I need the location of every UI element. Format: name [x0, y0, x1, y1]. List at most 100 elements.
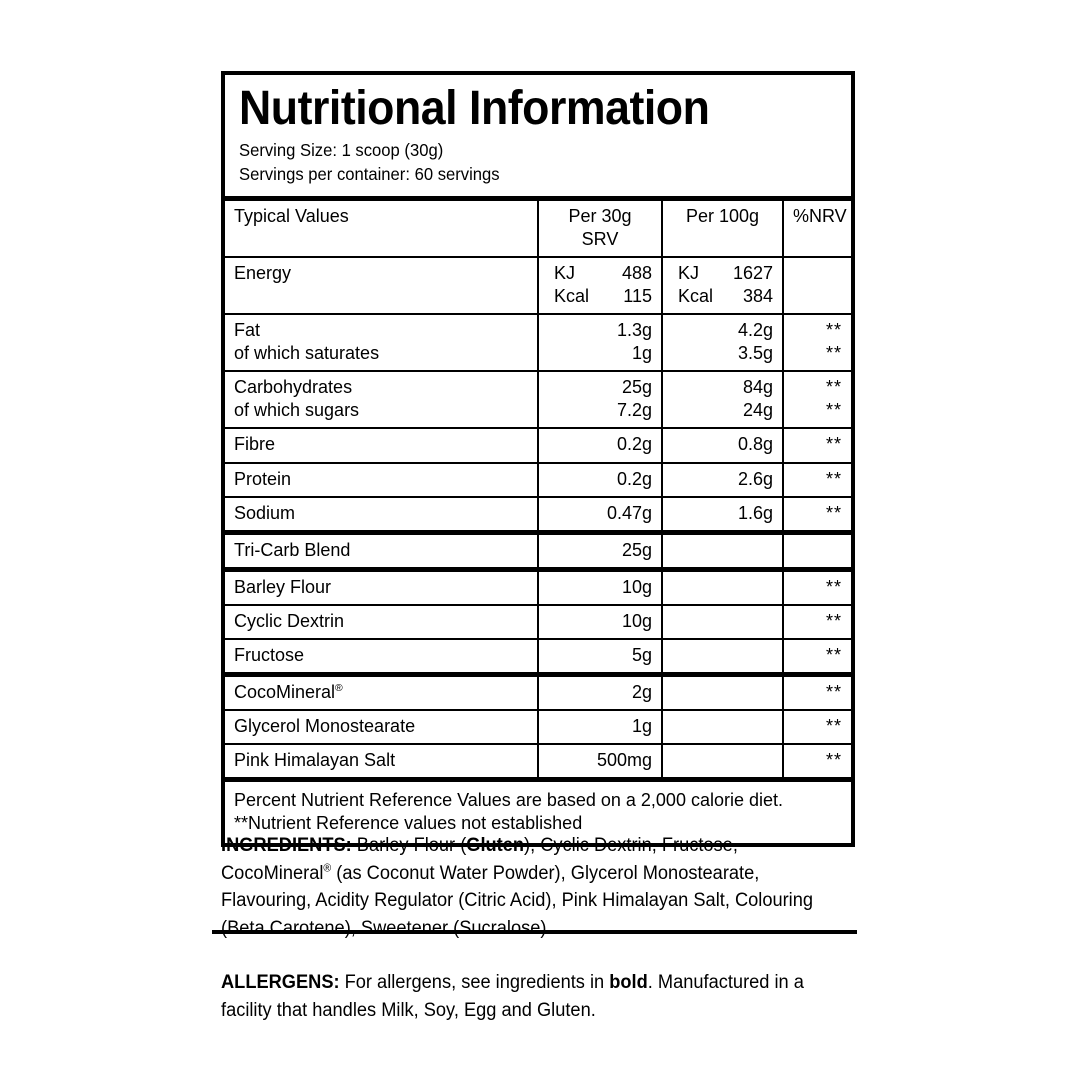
energy-kj-label: KJ [554, 263, 576, 284]
column-header-per-100g: Per 100g [662, 198, 784, 259]
table-row-carbohydrates: Carbohydrates of which sugars 25g 7.2g 8… [225, 371, 851, 430]
allergens-text-after-bold: . Manufactured in a facility that handle… [221, 972, 804, 1021]
cocomineral-100g-value [662, 671, 784, 711]
row-label-barley-flour: Barley Flour [225, 566, 539, 606]
table-row-glycerol-monostearate: Glycerol Monostearate 1g ** [225, 709, 851, 745]
protein-nrv-value: ** [783, 462, 851, 498]
tri-carb-blend-serving-value: 25g [538, 529, 663, 571]
table-row-fibre: Fibre 0.2g 0.8g ** [225, 428, 851, 464]
column-header-name: Typical Values [225, 198, 539, 259]
ingredients-allergen-gluten: Gluten [466, 835, 525, 856]
cyclic-dextrin-serving-value: 10g [538, 604, 663, 640]
row-label-fibre: Fibre [225, 428, 539, 464]
carbohydrates-100g-cell: 84g 24g [662, 371, 784, 430]
table-row-pink-himalayan-salt: Pink Himalayan Salt 500mg ** [225, 743, 851, 781]
ingredients-paragraph: INGREDIENTS: Barley Flour (Gluten), Cycl… [221, 832, 835, 942]
column-header-nrv: %NRV [783, 198, 851, 259]
fat-serving-value: 1.3g [616, 320, 652, 341]
tri-carb-blend-nrv-value [783, 529, 851, 571]
energy-per-serving-cell: KJ 488 Kcal 115 [538, 257, 663, 316]
row-label-tri-carb-blend: Tri-Carb Blend [225, 529, 539, 571]
row-label-fructose: Fructose [225, 638, 539, 676]
pink-himalayan-salt-nrv-value: ** [783, 743, 851, 781]
table-row-footnote: Percent Nutrient Reference Values are ba… [225, 776, 851, 843]
saturates-serving-value: 1g [631, 343, 652, 364]
row-label-cyclic-dextrin: Cyclic Dextrin [225, 604, 539, 640]
sodium-nrv-value: ** [783, 496, 851, 534]
energy-kj-serving-value: 488 [621, 263, 652, 284]
fat-serving-cell: 1.3g 1g [538, 314, 663, 373]
ingredients-heading: INGREDIENTS: [221, 835, 352, 856]
energy-kj-label-100g: KJ [678, 263, 700, 284]
table-row-protein: Protein 0.2g 2.6g ** [225, 462, 851, 498]
cocomineral-serving-value: 2g [538, 671, 663, 711]
allergens-text-before-bold: For allergens, see ingredients in [339, 972, 610, 993]
row-label-sodium: Sodium [225, 496, 539, 534]
cyclic-dextrin-100g-value [662, 604, 784, 640]
fat-100g-cell: 4.2g 3.5g [662, 314, 784, 373]
sugars-nrv-value: ** [825, 400, 842, 421]
row-label-protein: Protein [225, 462, 539, 498]
row-label-pink-himalayan-salt: Pink Himalayan Salt [225, 743, 539, 781]
energy-kj-100g-value: 1627 [732, 263, 773, 284]
energy-per-100g-cell: KJ 1627 Kcal 384 [662, 257, 784, 316]
pink-himalayan-salt-100g-value [662, 743, 784, 781]
serving-size-text: Serving Size: 1 scoop (30g) [239, 139, 444, 160]
table-row-fat: Fat of which saturates 1.3g 1g 4.2g 3.5g… [225, 314, 851, 373]
fructose-serving-value: 5g [538, 638, 663, 676]
row-label-fat: Fat of which saturates [225, 314, 539, 373]
footnote-line-2: **Nutrient Reference values not establis… [234, 812, 583, 833]
cyclic-dextrin-nrv-value: ** [783, 604, 851, 640]
glycerol-monostearate-nrv-value: ** [783, 709, 851, 745]
fibre-100g-value: 0.8g [662, 428, 784, 464]
table-row-sodium: Sodium 0.47g 1.6g ** [225, 496, 851, 534]
pink-himalayan-salt-serving-value: 500mg [538, 743, 663, 781]
protein-serving-value: 0.2g [538, 462, 663, 498]
row-label-carbohydrates-main: Carbohydrates [234, 377, 353, 398]
allergens-bold-term: bold [609, 972, 648, 993]
footnote-line-1: Percent Nutrient Reference Values are ba… [234, 789, 783, 810]
energy-kcal-serving-value: 115 [623, 286, 652, 307]
row-label-cocomineral: CocoMineral® [225, 671, 539, 711]
row-label-fat-main: Fat [234, 320, 261, 341]
barley-flour-100g-value [662, 566, 784, 606]
carbohydrates-100g-value: 84g [742, 377, 773, 398]
nutrition-table: Typical Values Per 30g SRV Per 100g %NRV… [225, 196, 851, 843]
barley-flour-serving-value: 10g [538, 566, 663, 606]
panel-header: Nutritional Information Serving Size: 1 … [225, 75, 851, 196]
cocomineral-nrv-value: ** [783, 671, 851, 711]
ingredients-text-before-bold: Barley Flour ( [351, 835, 467, 856]
carbohydrates-nrv-cell: ** ** [783, 371, 851, 430]
fat-nrv-cell: ** ** [783, 314, 851, 373]
energy-kcal-label-100g: Kcal [678, 286, 714, 307]
nutrition-panel: Nutritional Information Serving Size: 1 … [221, 71, 855, 847]
saturates-nrv-value: ** [825, 343, 842, 364]
sodium-100g-value: 1.6g [662, 496, 784, 534]
table-row-barley-flour: Barley Flour 10g ** [225, 566, 851, 606]
table-row-fructose: Fructose 5g ** [225, 638, 851, 676]
row-label-cocomineral-text: CocoMineral [234, 681, 336, 702]
row-label-glycerol-monostearate: Glycerol Monostearate [225, 709, 539, 745]
fat-nrv-value: ** [825, 320, 842, 341]
fructose-100g-value [662, 638, 784, 676]
carbohydrates-serving-value: 25g [621, 377, 652, 398]
glycerol-monostearate-100g-value [662, 709, 784, 745]
allergens-paragraph: ALLERGENS: For allergens, see ingredient… [221, 969, 835, 1024]
energy-kcal-100g-value: 384 [742, 286, 773, 307]
ingredients-text-after-bold: ), Cyclic Dextrin, Fructose, CocoMineral [221, 835, 738, 884]
protein-100g-value: 2.6g [662, 462, 784, 498]
carbohydrates-nrv-value: ** [825, 377, 842, 398]
row-label-sugars-sub: of which sugars [234, 400, 360, 421]
table-row-cocomineral: CocoMineral® 2g ** [225, 671, 851, 711]
fat-100g-value: 4.2g [737, 320, 773, 341]
energy-nrv-value [783, 257, 851, 316]
row-label-carbohydrates: Carbohydrates of which sugars [225, 371, 539, 430]
table-row-tri-carb-blend: Tri-Carb Blend 25g [225, 529, 851, 571]
saturates-100g-value: 3.5g [737, 343, 773, 364]
sodium-serving-value: 0.47g [538, 496, 663, 534]
section-divider [212, 930, 857, 934]
registered-trademark-icon: ® [335, 682, 343, 694]
footnote-cell: Percent Nutrient Reference Values are ba… [225, 776, 851, 843]
table-row-cyclic-dextrin: Cyclic Dextrin 10g ** [225, 604, 851, 640]
